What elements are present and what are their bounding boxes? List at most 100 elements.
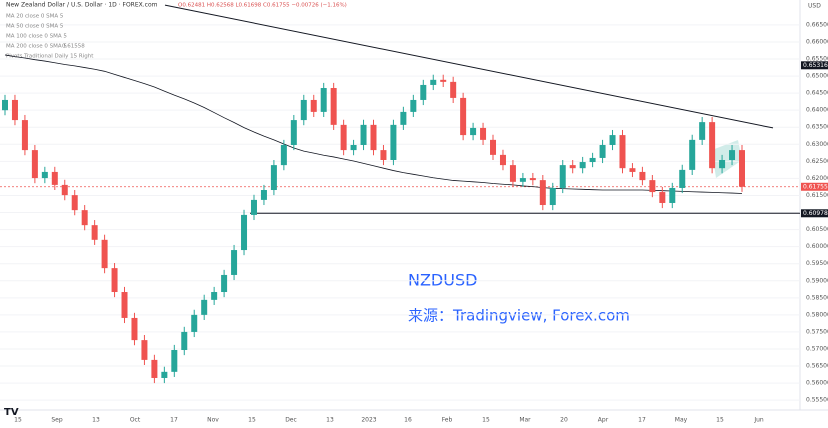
candle-body bbox=[569, 165, 576, 169]
candle-body bbox=[260, 190, 267, 200]
candle-body bbox=[549, 187, 556, 206]
x-tick-label: 15 bbox=[248, 417, 256, 424]
candle-body bbox=[639, 171, 646, 181]
candle-body bbox=[589, 157, 596, 163]
x-tick-label: 17 bbox=[170, 417, 178, 424]
candle-body bbox=[739, 150, 745, 187]
candle-body bbox=[241, 214, 248, 251]
sma-line bbox=[4, 54, 743, 194]
candle-body bbox=[231, 250, 238, 275]
candle-body bbox=[519, 178, 526, 182]
candle-body bbox=[490, 139, 497, 155]
candle-body bbox=[719, 159, 726, 169]
candle-body bbox=[320, 88, 327, 112]
x-tick-label: 16 bbox=[404, 417, 412, 424]
candle-body bbox=[310, 99, 317, 112]
source: 来源：Tradingview, Forex.com bbox=[408, 307, 630, 325]
candle-body bbox=[480, 127, 487, 140]
candle-body bbox=[599, 144, 606, 158]
indicator-label: MA 50 close 0 SMA 5 bbox=[6, 24, 64, 30]
x-tick-label: Sep bbox=[51, 417, 63, 424]
candle-body bbox=[21, 120, 28, 151]
candle-body bbox=[559, 165, 566, 188]
x-tick-label: 13 bbox=[92, 417, 100, 424]
sma-value: 0.61558 bbox=[62, 44, 85, 50]
candle-body bbox=[101, 239, 108, 269]
indicator-label: Pivots Traditional Daily 15 Right bbox=[6, 54, 94, 60]
candle-body bbox=[659, 192, 666, 203]
x-tick-label: 13 bbox=[326, 417, 334, 424]
x-tick-label: 15 bbox=[482, 417, 490, 424]
x-tick-label: Dec bbox=[285, 417, 297, 424]
candle-body bbox=[91, 225, 98, 240]
x-tick-label: May bbox=[675, 417, 688, 424]
candle-body bbox=[71, 195, 78, 211]
x-tick-label: Nov bbox=[207, 417, 219, 424]
watermark: NZDUSD bbox=[408, 271, 477, 290]
y-tick-label: 0.66500 bbox=[806, 21, 828, 28]
candle-body bbox=[141, 340, 148, 360]
candle-body bbox=[111, 268, 118, 293]
trendline bbox=[164, 4, 774, 129]
candle-body bbox=[151, 359, 158, 378]
candle-body bbox=[729, 150, 736, 160]
candle-body bbox=[609, 135, 616, 145]
channel-shade bbox=[712, 140, 742, 178]
candle-body bbox=[410, 99, 417, 112]
candle-body bbox=[430, 79, 437, 85]
candle-body bbox=[41, 171, 48, 179]
candle-body bbox=[579, 162, 586, 169]
candle-body bbox=[51, 171, 58, 185]
x-tick-label: Apr bbox=[598, 417, 609, 424]
indicator-label: MA 200 close 0 SMA 5 bbox=[6, 44, 67, 50]
candle-body bbox=[450, 81, 457, 98]
price-tag bbox=[801, 61, 828, 70]
candle-body bbox=[131, 317, 138, 341]
price-tag bbox=[801, 182, 828, 191]
candle-body bbox=[699, 122, 706, 140]
candle-body bbox=[470, 127, 477, 136]
candle-body bbox=[171, 350, 178, 372]
candle-body bbox=[709, 122, 716, 169]
indicator-label: MA 100 close 0 SMA 5 bbox=[6, 34, 67, 40]
candle-body bbox=[420, 84, 427, 100]
candle-body bbox=[81, 210, 88, 226]
candle-body bbox=[619, 135, 626, 169]
candle-body bbox=[211, 292, 218, 300]
candle-body bbox=[649, 180, 656, 193]
candle-body bbox=[270, 165, 277, 191]
candle-body bbox=[440, 79, 447, 82]
candle-body bbox=[539, 180, 546, 206]
candle-body bbox=[629, 168, 636, 172]
candle-body bbox=[11, 99, 18, 121]
candle-body bbox=[340, 124, 347, 151]
candle-body bbox=[400, 111, 407, 125]
x-tick-label: 17 bbox=[638, 417, 646, 424]
candle-body bbox=[689, 139, 696, 170]
candle-body bbox=[181, 331, 188, 351]
candle-body bbox=[529, 178, 536, 181]
candle-body bbox=[370, 124, 377, 151]
x-tick-label: 2023 bbox=[361, 417, 376, 424]
indicator-label: MA 20 close 0 SMA 5 bbox=[6, 14, 64, 20]
candle-body bbox=[121, 292, 128, 318]
currency: USD bbox=[808, 3, 821, 10]
candle-body bbox=[221, 274, 228, 293]
candle-body bbox=[330, 88, 337, 125]
candle-body bbox=[460, 97, 467, 136]
price-tag bbox=[801, 209, 828, 218]
x-tick-label: Oct bbox=[130, 417, 141, 424]
